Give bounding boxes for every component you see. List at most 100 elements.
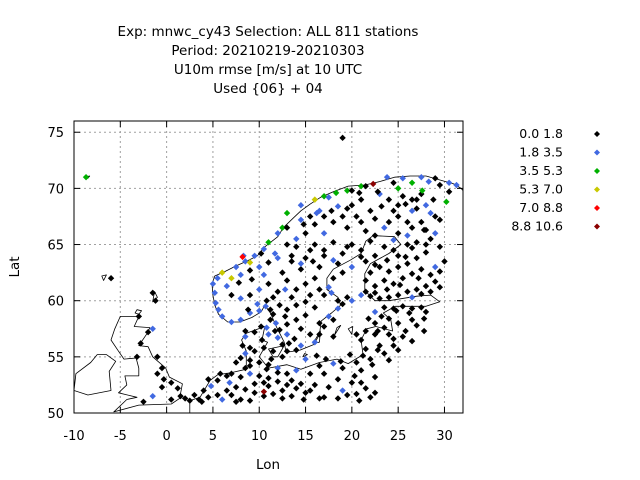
data-point bbox=[260, 379, 268, 386]
data-point bbox=[381, 224, 388, 231]
data-point bbox=[205, 376, 212, 383]
data-point bbox=[344, 391, 351, 399]
data-point bbox=[297, 266, 305, 273]
data-point bbox=[339, 300, 346, 308]
data-point bbox=[330, 333, 337, 340]
data-point bbox=[325, 284, 332, 291]
data-point bbox=[311, 241, 319, 248]
data-point bbox=[288, 392, 295, 400]
data-point bbox=[385, 218, 393, 226]
data-point bbox=[274, 334, 281, 341]
data-point bbox=[313, 352, 320, 359]
data-point bbox=[223, 372, 231, 380]
data-point bbox=[371, 289, 379, 297]
data-point bbox=[272, 319, 280, 327]
data-point bbox=[237, 396, 244, 403]
data-point bbox=[427, 288, 434, 295]
data-point bbox=[291, 335, 298, 343]
x-tick-label: 0 bbox=[162, 429, 170, 444]
data-point bbox=[274, 378, 281, 385]
data-point bbox=[408, 207, 416, 215]
data-point bbox=[381, 350, 388, 357]
data-point bbox=[357, 291, 365, 299]
data-point bbox=[274, 230, 281, 237]
data-point bbox=[362, 227, 369, 235]
data-point bbox=[263, 366, 270, 373]
data-point bbox=[293, 346, 300, 354]
data-point bbox=[362, 277, 369, 284]
data-point bbox=[348, 187, 356, 194]
data-point bbox=[311, 196, 319, 203]
data-point bbox=[285, 340, 293, 347]
data-point bbox=[357, 196, 365, 203]
data-point bbox=[205, 394, 212, 401]
data-point bbox=[369, 361, 376, 368]
data-point bbox=[432, 175, 439, 182]
data-point bbox=[436, 268, 444, 275]
data-point bbox=[274, 364, 281, 372]
data-point bbox=[313, 209, 320, 217]
data-point bbox=[279, 387, 286, 394]
legend-label: 7.0 8.8 bbox=[519, 200, 563, 215]
data-point bbox=[369, 180, 377, 188]
data-point bbox=[302, 355, 309, 363]
data-point bbox=[144, 328, 152, 336]
data-point bbox=[211, 289, 218, 297]
data-point bbox=[378, 313, 385, 320]
data-point bbox=[149, 392, 156, 400]
data-point bbox=[371, 319, 379, 327]
data-point bbox=[344, 243, 351, 250]
coastline-path bbox=[101, 274, 107, 281]
data-point bbox=[133, 353, 141, 361]
data-point bbox=[357, 253, 365, 261]
data-point bbox=[385, 268, 393, 275]
data-point bbox=[260, 388, 268, 395]
coastline-path bbox=[333, 325, 342, 336]
data-point bbox=[237, 295, 244, 302]
data-point bbox=[281, 313, 289, 320]
data-point bbox=[237, 271, 244, 279]
legend-label: 5.3 7.0 bbox=[519, 182, 563, 197]
data-point bbox=[408, 244, 416, 252]
data-point bbox=[283, 224, 291, 231]
data-point bbox=[260, 271, 268, 279]
data-point bbox=[328, 207, 335, 215]
data-point bbox=[246, 362, 254, 370]
data-point bbox=[436, 284, 444, 291]
data-point bbox=[217, 370, 224, 377]
data-point bbox=[262, 303, 269, 310]
data-point bbox=[427, 271, 434, 279]
data-point bbox=[246, 344, 254, 352]
data-point bbox=[436, 181, 444, 189]
data-point bbox=[251, 380, 258, 387]
y-tick-label: 50 bbox=[47, 407, 64, 422]
data-point bbox=[357, 182, 365, 190]
data-point bbox=[242, 333, 249, 340]
data-point bbox=[420, 315, 428, 322]
data-point bbox=[288, 258, 295, 265]
data-point bbox=[251, 252, 258, 259]
data-point bbox=[256, 359, 263, 366]
data-point bbox=[371, 252, 379, 259]
data-point bbox=[242, 364, 249, 372]
data-point bbox=[320, 213, 328, 220]
data-point bbox=[390, 179, 397, 186]
y-tick-label: 55 bbox=[47, 351, 64, 366]
data-point bbox=[223, 282, 231, 290]
data-point bbox=[309, 258, 317, 265]
data-point bbox=[293, 243, 300, 250]
legend-marker bbox=[594, 186, 600, 193]
data-point bbox=[415, 275, 422, 282]
coastline-path bbox=[74, 354, 117, 396]
data-point bbox=[381, 304, 388, 311]
title-line: Period: 20210219-20210303 bbox=[171, 43, 364, 59]
data-point bbox=[198, 398, 206, 405]
data-point bbox=[174, 385, 181, 392]
title-line: U10m rmse [m/s] at 10 UTC bbox=[174, 62, 362, 78]
data-point bbox=[348, 202, 356, 209]
data-point bbox=[283, 277, 291, 284]
coastline-path bbox=[134, 309, 142, 315]
data-point bbox=[279, 269, 286, 276]
data-point bbox=[356, 397, 363, 404]
